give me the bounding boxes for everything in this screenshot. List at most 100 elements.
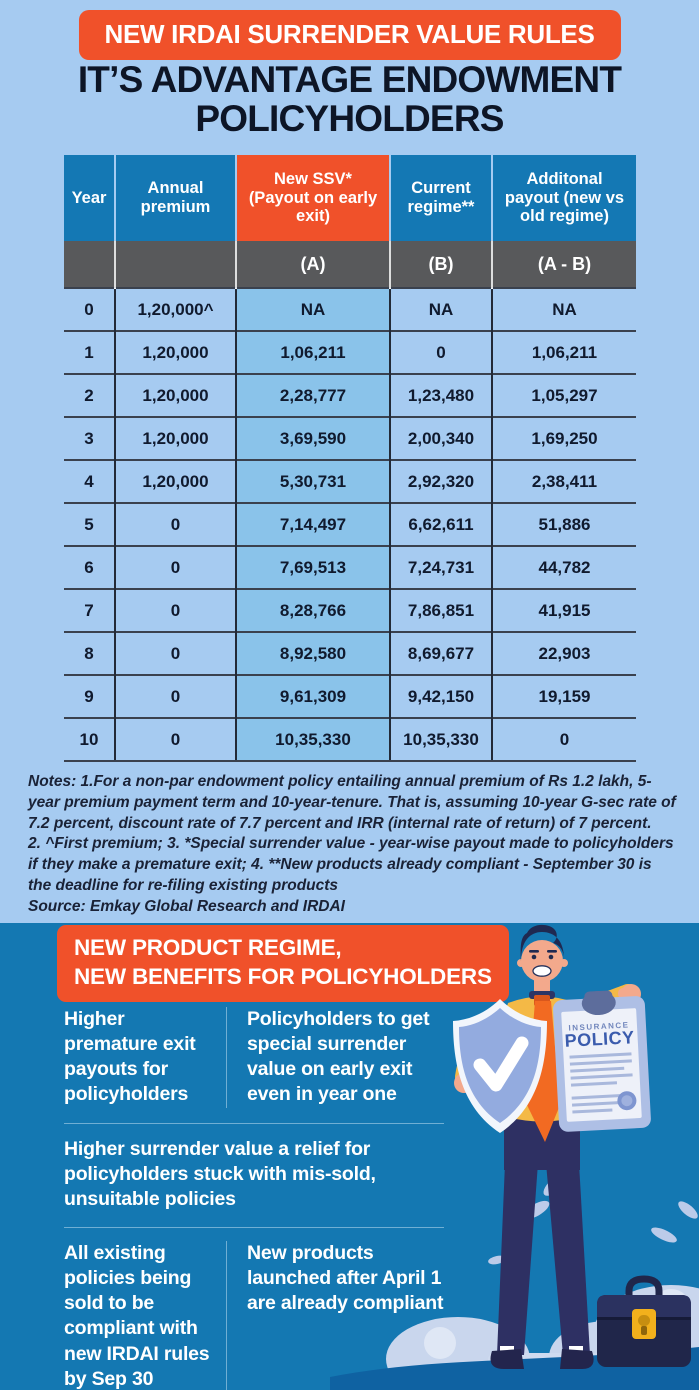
table-cell: 7,69,513 — [235, 545, 390, 589]
col-header-additional-payout: Additonal payout (new vs old regime) — [491, 155, 636, 241]
benefit-item-4: All existing policies being sold to be c… — [64, 1241, 210, 1390]
table-cell: 6,62,611 — [389, 502, 492, 546]
checkmark-icon — [473, 1036, 529, 1092]
table-cell: 0 — [114, 502, 236, 546]
surrender-value-table-wrap: Year Annual premium New SSV* (Payout on … — [64, 155, 636, 762]
right-hand — [621, 984, 641, 1004]
table-cell: 1,20,000 — [114, 330, 236, 374]
shoe-right — [560, 1349, 594, 1369]
table-row: 7 0 8,28,766 7,86,851 41,915 — [64, 588, 636, 632]
table-cell: 19,159 — [491, 674, 636, 718]
table-cell: 10 — [64, 717, 115, 762]
table-cell: 1,20,000 — [114, 416, 236, 460]
leaves-decoration — [488, 1170, 698, 1265]
page-title-line2: POLICYHOLDERS — [195, 98, 504, 140]
table-cell: 0 — [389, 330, 492, 374]
table-cell: NA — [389, 287, 492, 331]
document-label-small: INSURANCE — [568, 1020, 629, 1032]
col-header-new-ssv: New SSV* (Payout on early exit) — [235, 155, 390, 241]
table-cell: 2,28,777 — [235, 373, 390, 417]
document-seal — [617, 1091, 637, 1111]
table-cell: 5 — [64, 502, 115, 546]
table-cell: 8 — [64, 631, 115, 675]
tie — [527, 1001, 560, 1142]
table-row: 8 0 8,92,580 8,69,677 22,903 — [64, 631, 636, 675]
table-cell: 2,00,340 — [389, 416, 492, 460]
table-row: 10 0 10,35,330 10,35,330 0 — [64, 717, 636, 762]
table-cell: 9 — [64, 674, 115, 718]
benefit-item-1: Higher premature exit payouts for policy… — [64, 1008, 196, 1106]
table-cell: 7,14,497 — [235, 502, 390, 546]
benefits-list: Higher premature exit payouts for policy… — [64, 1007, 444, 1390]
subheader-cell — [114, 241, 236, 288]
ground-platform — [488, 1353, 688, 1367]
table-cell: 5,30,731 — [235, 459, 390, 503]
table-cell: 0 — [114, 588, 236, 632]
table-row: 4 1,20,000 5,30,731 2,92,320 2,38,411 — [64, 459, 636, 503]
document-text-lines — [569, 1052, 634, 1114]
table-cell: 1,20,000 — [114, 373, 236, 417]
benefit-item-5: New products launched after April 1 are … — [226, 1240, 444, 1390]
table-cell: 8,92,580 — [235, 631, 390, 675]
briefcase-icon — [597, 1275, 691, 1367]
table-cell: 2 — [64, 373, 115, 417]
table-cell: 0 — [114, 717, 236, 762]
insurance-policy-document: INSURANCE POLICY — [553, 990, 651, 1132]
table-cell: 7 — [64, 588, 115, 632]
table-row: 1 1,20,000 1,06,211 0 1,06,211 — [64, 330, 636, 374]
table-cell: 7,24,731 — [389, 545, 492, 589]
table-cell: 1,05,297 — [491, 373, 636, 417]
table-cell: 0 — [114, 545, 236, 589]
table-cell: 44,782 — [491, 545, 636, 589]
table-cell: 1,23,480 — [389, 373, 492, 417]
col-header-current-regime: Current regime** — [389, 155, 492, 241]
hair — [520, 924, 564, 961]
table-cell: 7,86,851 — [389, 588, 492, 632]
subheader-cell — [64, 241, 115, 288]
divider — [64, 1226, 444, 1228]
table-cell: 1,20,000^ — [114, 287, 236, 331]
bottom-section: NEW PRODUCT REGIME, NEW BENEFITS FOR POL… — [0, 923, 699, 1390]
table-cell: NA — [235, 287, 390, 331]
table-row: 9 0 9,61,309 9,42,150 19,159 — [64, 674, 636, 718]
table-row: 6 0 7,69,513 7,24,731 44,782 — [64, 545, 636, 589]
table-cell: 0 — [64, 287, 115, 331]
table-cell: 4 — [64, 459, 115, 503]
page-title-line1: IT’S ADVANTAGE ENDOWMENT — [77, 59, 622, 100]
table-cell: 41,915 — [491, 588, 636, 632]
table-row: 0 1,20,000^ NA NA NA — [64, 287, 636, 331]
table-cell: 9,61,309 — [235, 674, 390, 718]
note-1: Notes: 1.For a non-par endowment policy … — [28, 773, 676, 832]
bottom-badge-line2: NEW BENEFITS FOR POLICYHOLDERS — [74, 964, 492, 990]
table-cell: 1,69,250 — [491, 416, 636, 460]
benefit-item-2: Policyholders to get special surrender v… — [226, 1007, 444, 1108]
document-label-big: POLICY — [564, 1027, 635, 1051]
divider — [64, 1122, 444, 1124]
benefit-row-2: All existing policies being sold to be c… — [64, 1240, 444, 1390]
table-cell: 8,28,766 — [235, 588, 390, 632]
table-cell: 22,903 — [491, 631, 636, 675]
table-cell: 10,35,330 — [235, 717, 390, 762]
table-cell: 1,06,211 — [235, 330, 390, 374]
table-row: 5 0 7,14,497 6,62,611 51,886 — [64, 502, 636, 546]
bottom-badge-line1: NEW PRODUCT REGIME, — [74, 935, 342, 960]
table-cell: 51,886 — [491, 502, 636, 546]
table-cell: 0 — [491, 717, 636, 762]
table-cell: 1 — [64, 330, 115, 374]
page-title: IT’S ADVANTAGE ENDOWMENT POLICYHOLDERS — [0, 59, 699, 140]
benefit-row-1: Higher premature exit payouts for policy… — [64, 1007, 444, 1108]
table-cell: NA — [491, 287, 636, 331]
shield-icon — [453, 999, 547, 1133]
table-header-row: Year Annual premium New SSV* (Payout on … — [64, 155, 636, 241]
table-body: 0 1,20,000^ NA NA NA 1 1,20,000 1,06,211 0 1,06,2… — [64, 287, 636, 762]
subheader-cell-b: (B) — [389, 241, 492, 288]
briefcase-lock — [632, 1309, 656, 1339]
subheader-cell-a-minus-b: (A - B) — [491, 241, 636, 288]
table-cell: 0 — [114, 674, 236, 718]
table-cell: 2,38,411 — [491, 459, 636, 503]
table-row: 3 1,20,000 3,69,590 2,00,340 1,69,250 — [64, 416, 636, 460]
bottom-badge: NEW PRODUCT REGIME, NEW BENEFITS FOR POL… — [57, 925, 509, 1002]
notes-block: Notes: 1.For a non-par endowment policy … — [28, 772, 678, 917]
shoe-left — [490, 1349, 524, 1369]
